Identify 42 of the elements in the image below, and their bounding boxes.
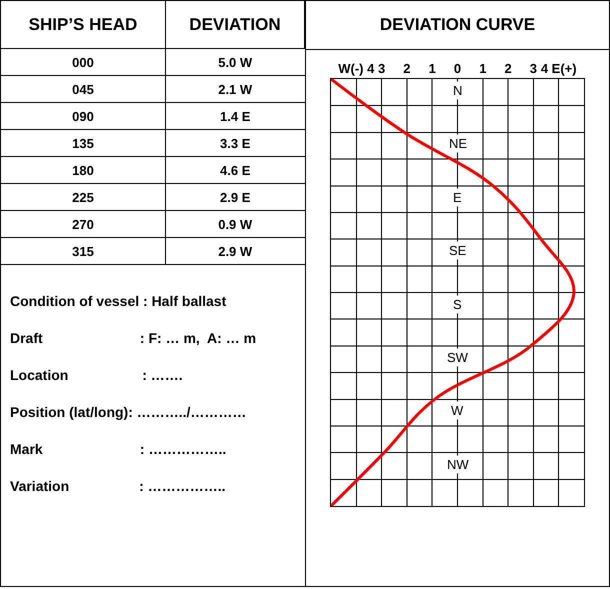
text: Position (lat/long): ………../…………	[10, 404, 248, 422]
text: 090	[1, 102, 166, 130]
text: 2.1 W	[165, 76, 304, 102]
text: Condition of vessel : Half ballast	[10, 293, 228, 311]
text: 270	[1, 210, 166, 238]
x-tick-label: 2	[504, 60, 512, 76]
text: 0.9 W	[165, 210, 304, 238]
x-tick-label: 1	[428, 60, 436, 76]
x-tick-label: 3	[378, 60, 386, 76]
y-tick-label: SE	[449, 243, 467, 258]
y-tick-label: NW	[447, 457, 470, 472]
chart-title: DEVIATION CURVE	[306, 1, 609, 50]
x-tick-label: 2	[403, 60, 411, 76]
text: 3.3 E	[165, 130, 304, 156]
text: 4.6 E	[165, 156, 304, 184]
y-tick-label: N	[453, 83, 462, 98]
text: 135	[1, 130, 166, 156]
x-tick-label: 3	[530, 60, 538, 76]
text: 225	[1, 184, 166, 210]
y-tick-label: SW	[447, 350, 469, 365]
x-tick-label: 1	[479, 60, 486, 76]
x-tick-label: W(-) 4	[338, 60, 376, 76]
y-tick-label: NE	[449, 136, 468, 151]
y-tick-label: S	[453, 297, 462, 312]
text: 000	[1, 48, 166, 76]
text: Mark : ……………..	[10, 441, 228, 459]
text: 2.9 E	[165, 184, 304, 210]
text: Location : …….	[10, 367, 184, 385]
text: 5.0 W	[165, 48, 304, 76]
text: DEVIATION	[165, 1, 304, 48]
text: 1.4 E	[165, 102, 304, 130]
text: SHIP’S HEAD	[1, 1, 166, 48]
text: 2.9 W	[165, 238, 304, 264]
text: Variation : ……………..	[10, 478, 226, 496]
y-tick-label: E	[453, 190, 462, 205]
y-tick-label: W	[451, 403, 464, 418]
text: 045	[1, 76, 166, 102]
x-tick-label: 0	[454, 60, 462, 76]
text: 315	[1, 238, 166, 264]
text: Draft : F: … m, A: … m	[10, 330, 256, 348]
x-tick-label: 4 E(+)	[540, 60, 577, 76]
text: 180	[1, 156, 166, 184]
